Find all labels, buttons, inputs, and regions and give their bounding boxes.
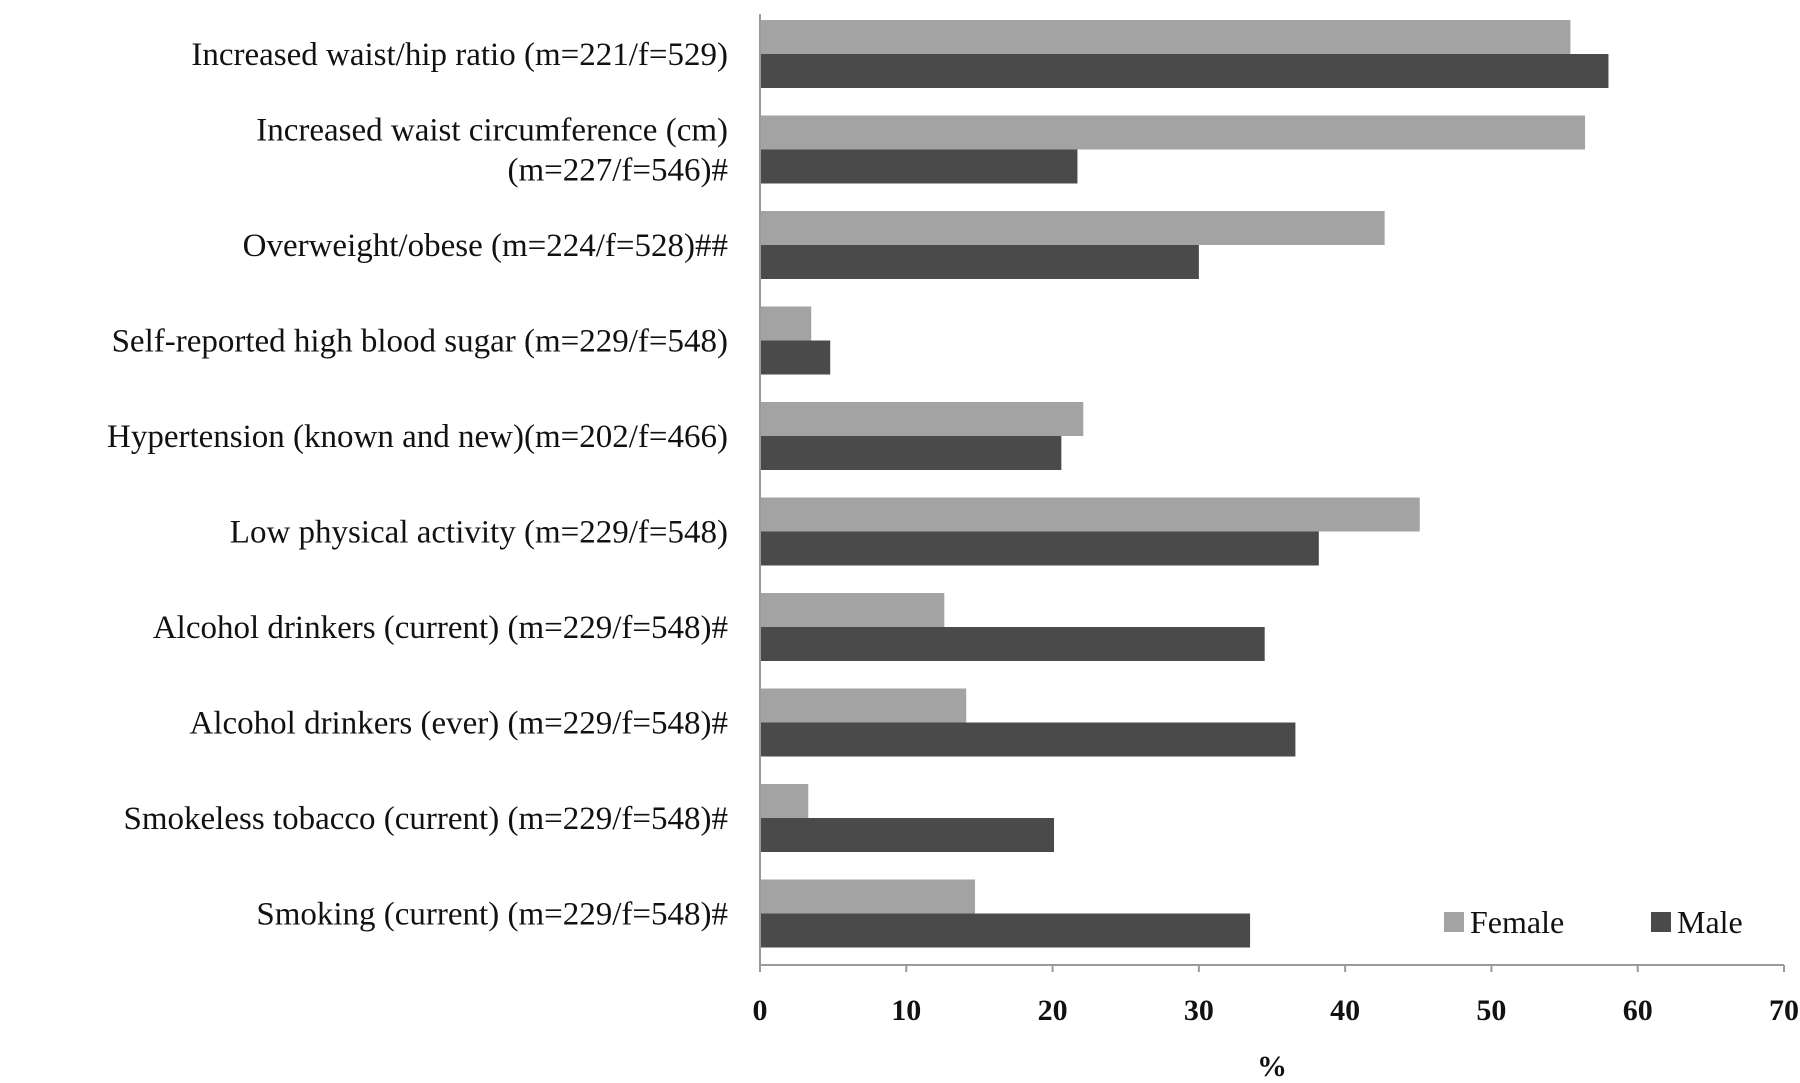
bar-female-4	[760, 402, 1084, 436]
category-label-3: Self-reported high blood sugar (m=229/f=…	[112, 324, 728, 360]
bars	[760, 20, 1609, 948]
bar-female-0	[760, 20, 1571, 54]
category-label-1-line-0: Increased waist circumference (cm)	[256, 113, 728, 149]
bar-female-6	[760, 593, 945, 627]
x-axis-ticks: 0 10 20 30 40 50 60 70	[753, 965, 1799, 1027]
category-labels: Increased waist/hip ratio (m=221/f=529) I…	[107, 37, 728, 933]
category-label-1-line-1: (m=227/f=546)#	[507, 153, 728, 189]
bar-male-7	[760, 722, 1296, 757]
x-tick-label-0: 0	[753, 994, 768, 1027]
bar-male-3	[760, 340, 831, 375]
bar-female-1	[760, 115, 1586, 150]
bar-male-2	[760, 245, 1199, 279]
x-tick-label-5: 50	[1476, 994, 1506, 1027]
legend: Female Male	[1444, 904, 1743, 940]
category-label-8: Smokeless tobacco (current) (m=229/f=548…	[124, 801, 728, 837]
x-tick-label-1: 10	[891, 994, 921, 1027]
legend-swatch-male	[1651, 912, 1671, 932]
bar-male-8	[760, 818, 1055, 852]
x-tick-label-7: 70	[1769, 994, 1799, 1027]
bar-female-8	[760, 784, 809, 818]
bar-female-7	[760, 688, 967, 723]
bar-male-4	[760, 436, 1062, 470]
bar-male-6	[760, 627, 1265, 661]
category-label-2: Overweight/obese (m=224/f=528)##	[243, 228, 728, 264]
x-tick-label-2: 20	[1038, 994, 1068, 1027]
x-axis-title: %	[1257, 1050, 1287, 1083]
x-tick-label-4: 40	[1330, 994, 1360, 1027]
bar-female-5	[760, 497, 1420, 532]
category-label-5: Low physical activity (m=229/f=548)	[230, 515, 728, 551]
bar-male-5	[760, 531, 1319, 566]
x-tick-label-3: 30	[1184, 994, 1214, 1027]
bar-female-2	[760, 211, 1385, 245]
category-label-4: Hypertension (known and new)(m=202/f=466…	[107, 419, 728, 455]
bar-female-3	[760, 306, 812, 341]
category-label-9: Smoking (current) (m=229/f=548)#	[256, 897, 728, 933]
legend-swatch-female	[1444, 912, 1464, 932]
bar-female-9	[760, 879, 976, 914]
category-label-7: Alcohol drinkers (ever) (m=229/f=548)#	[190, 706, 729, 742]
legend-label-female: Female	[1470, 904, 1564, 940]
category-label-6: Alcohol drinkers (current) (m=229/f=548)…	[153, 610, 728, 646]
bar-male-9	[760, 913, 1251, 948]
bar-male-1	[760, 149, 1078, 184]
bar-male-0	[760, 54, 1609, 88]
legend-label-male: Male	[1677, 904, 1743, 940]
category-label-0: Increased waist/hip ratio (m=221/f=529)	[191, 37, 728, 73]
x-tick-label-6: 60	[1623, 994, 1653, 1027]
